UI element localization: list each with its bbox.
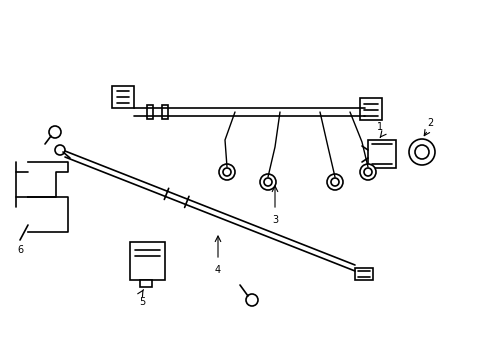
Text: 4: 4 bbox=[215, 265, 221, 275]
Circle shape bbox=[260, 174, 275, 190]
Circle shape bbox=[49, 126, 61, 138]
Bar bbox=[140, 280, 152, 287]
Circle shape bbox=[363, 168, 371, 176]
Bar bbox=[359, 98, 381, 120]
Circle shape bbox=[223, 168, 230, 176]
Text: 2: 2 bbox=[426, 118, 432, 128]
Bar bbox=[367, 140, 395, 168]
Bar bbox=[147, 105, 153, 119]
Circle shape bbox=[330, 178, 338, 186]
Text: 3: 3 bbox=[271, 215, 278, 225]
Circle shape bbox=[326, 174, 342, 190]
Circle shape bbox=[219, 164, 235, 180]
Bar bbox=[354, 268, 372, 280]
Circle shape bbox=[408, 139, 434, 165]
Bar bbox=[130, 242, 164, 280]
Bar bbox=[112, 86, 134, 108]
Circle shape bbox=[55, 145, 65, 155]
Circle shape bbox=[245, 294, 258, 306]
Bar bbox=[162, 105, 168, 119]
Text: 1: 1 bbox=[376, 122, 382, 132]
Text: 5: 5 bbox=[139, 297, 145, 307]
Circle shape bbox=[414, 145, 428, 159]
Circle shape bbox=[359, 164, 375, 180]
Text: 6: 6 bbox=[17, 245, 23, 255]
Circle shape bbox=[264, 178, 271, 186]
